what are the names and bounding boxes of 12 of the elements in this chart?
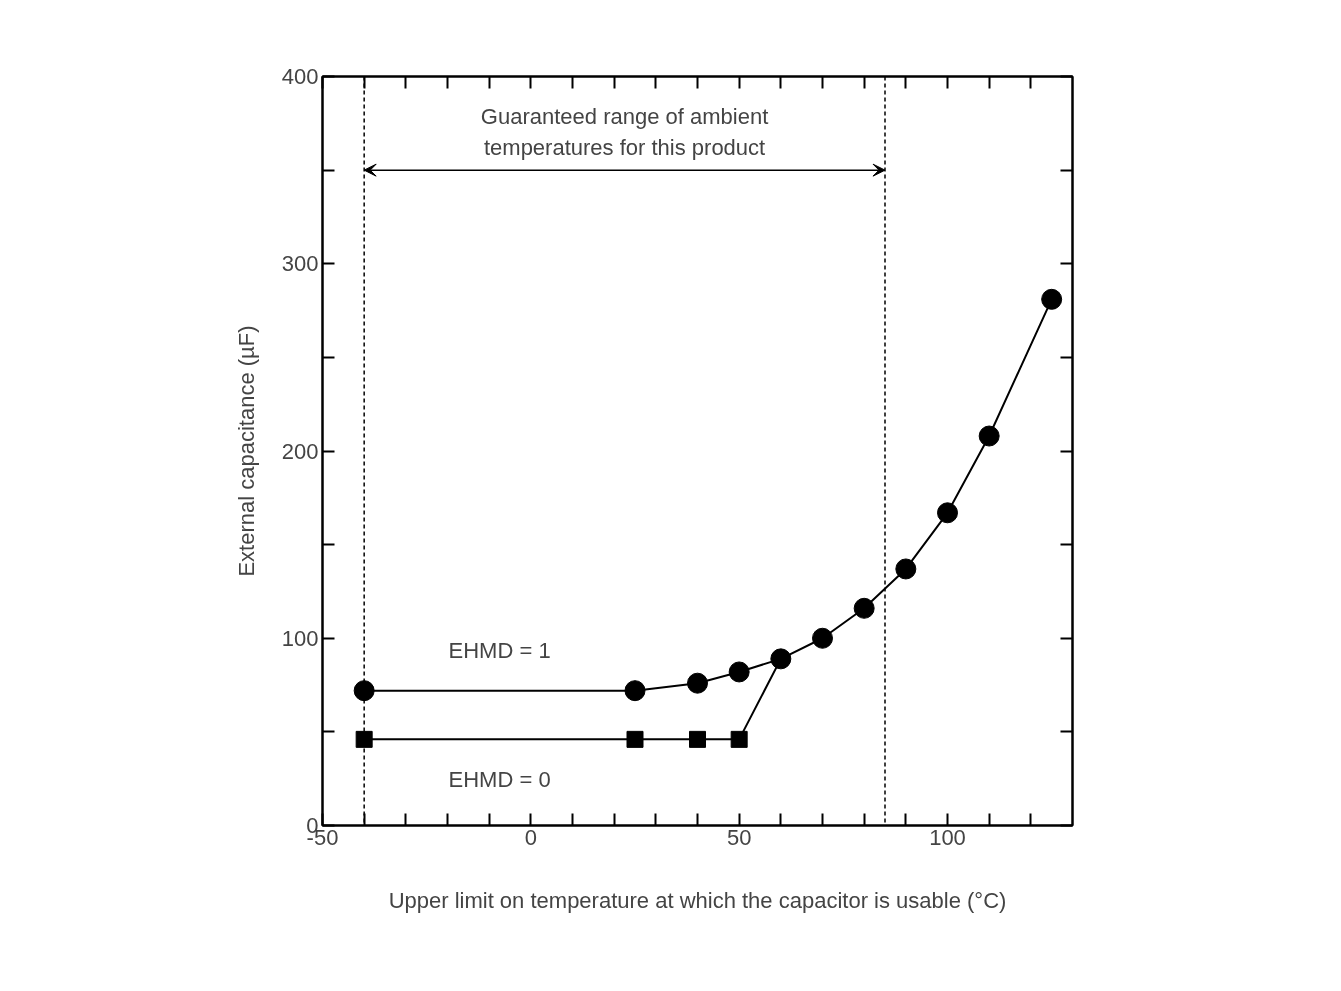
x-tick-label: 0 — [524, 824, 537, 850]
series-label: EHMD = 0 — [448, 767, 551, 793]
x-tick-label: 100 — [929, 824, 966, 850]
x-axis-title: Upper limit on temperature at which the capacitor is usable (°C) — [388, 887, 1007, 913]
y-tick-label: 400 — [281, 64, 319, 89]
y-axis-title: External capacitance (µF) — [233, 325, 259, 577]
annotation: Guaranteed range of ambient temperatures for this product — [480, 103, 769, 161]
y-tick-label: 300 — [281, 251, 319, 277]
y-tick-label: 200 — [281, 438, 319, 464]
series-label: EHMD = 1 — [448, 637, 551, 663]
x-tick-label: 50 — [726, 824, 752, 850]
y-tick-label: 100 — [281, 625, 319, 651]
